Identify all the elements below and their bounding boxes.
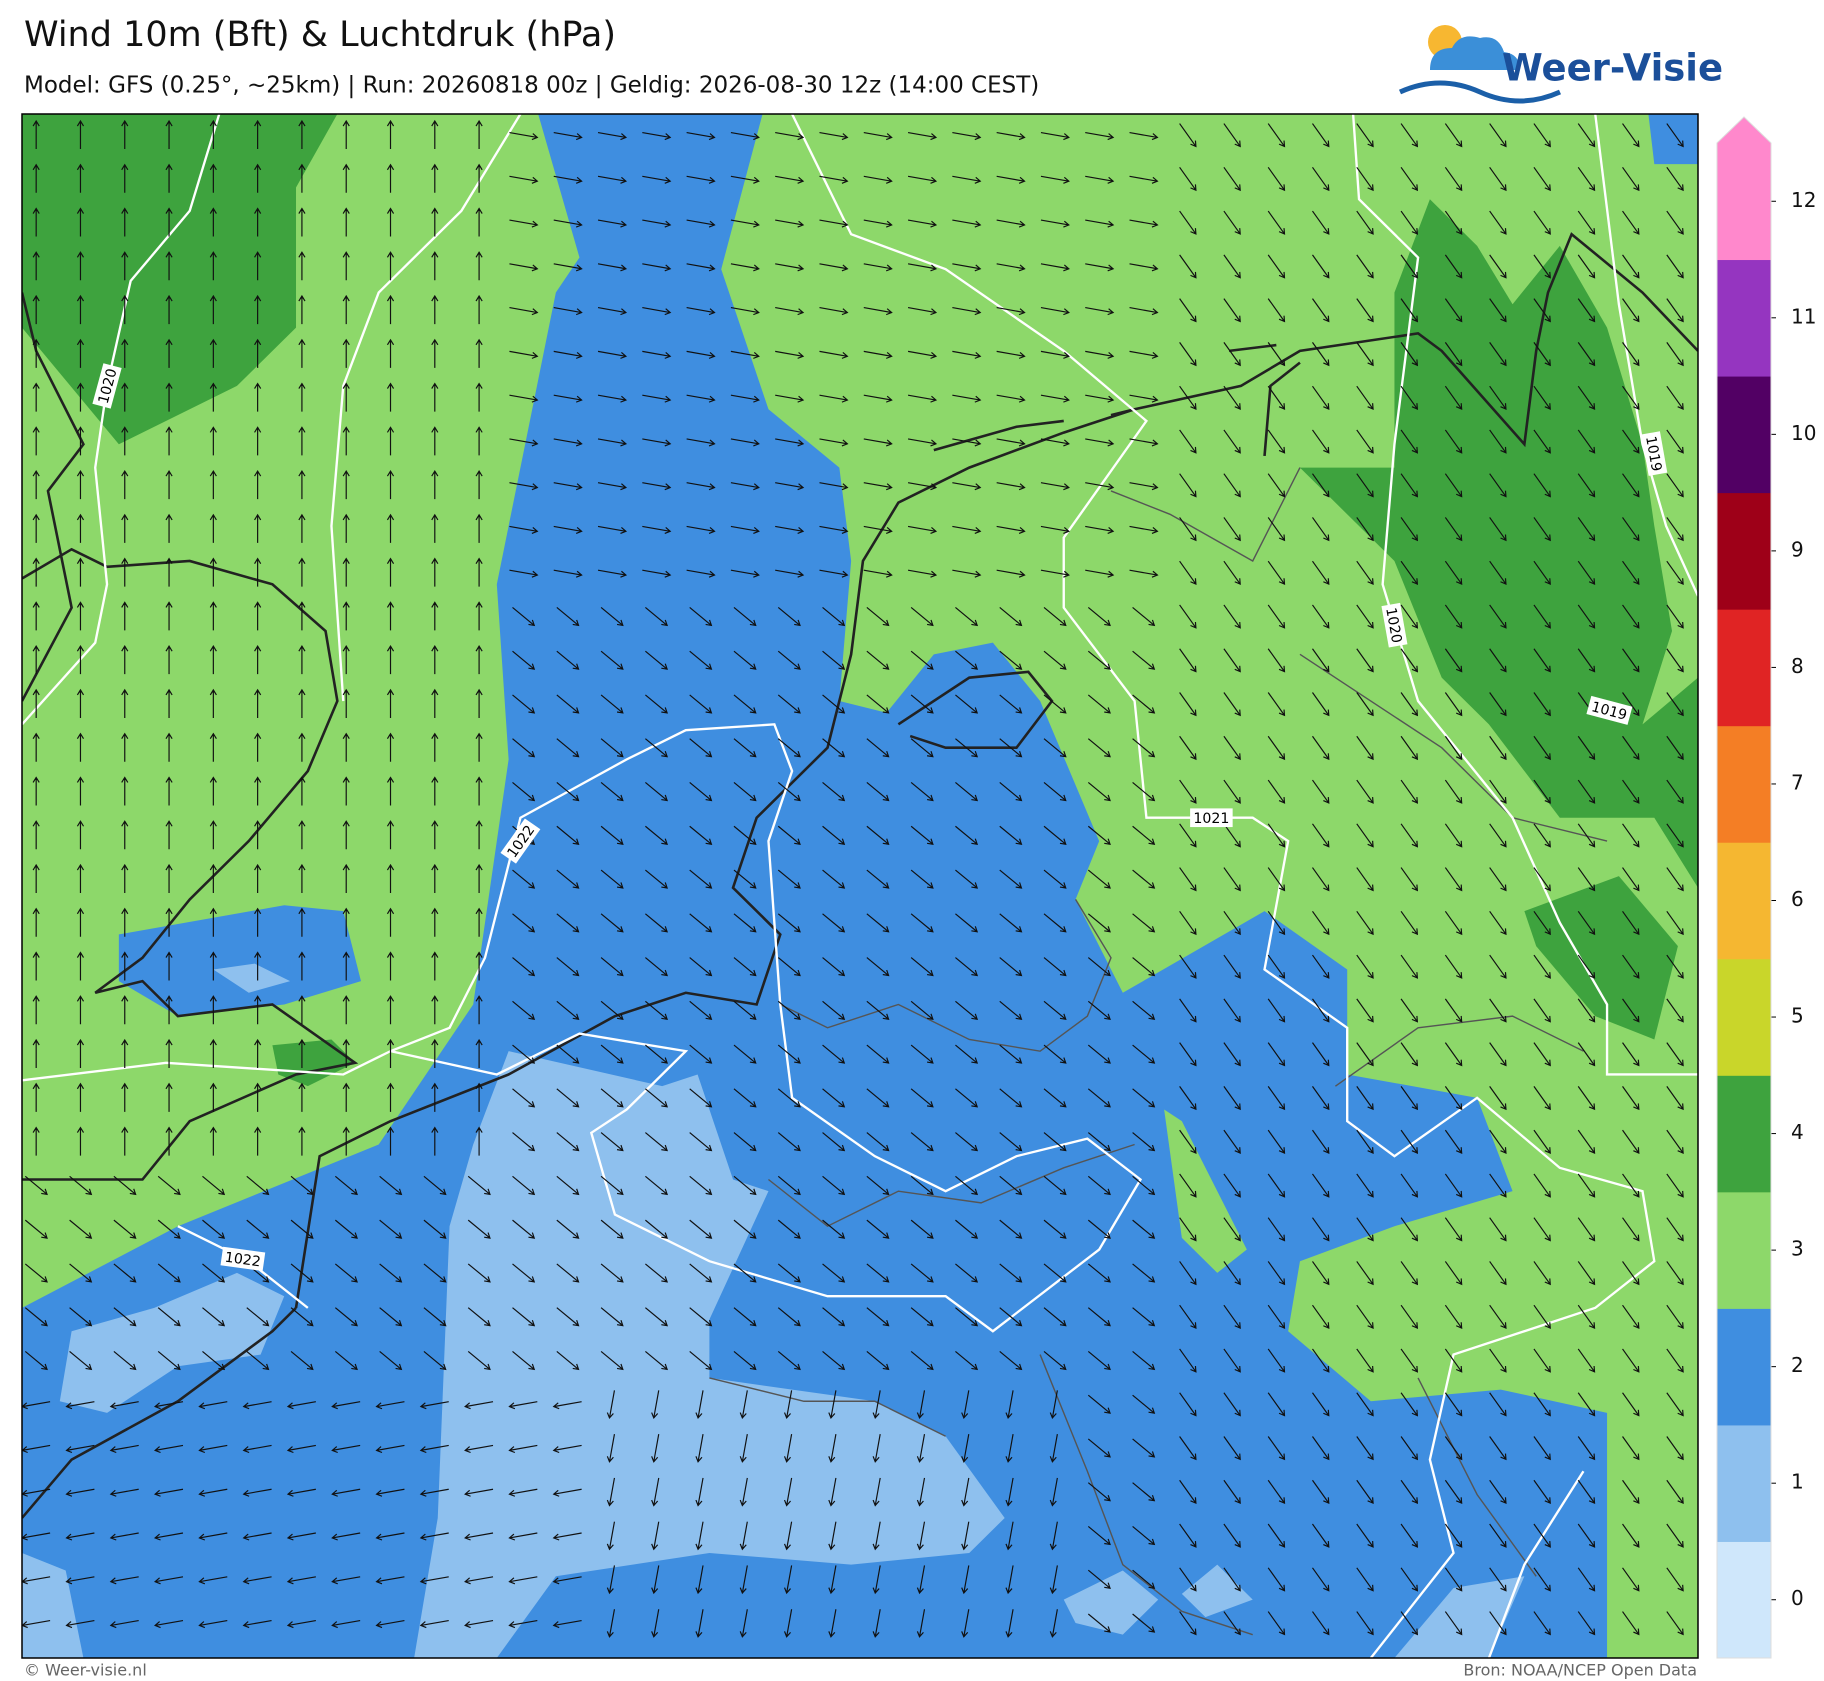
isobar	[1351, 114, 1698, 1076]
contour-label-box	[1641, 431, 1668, 476]
coastline	[294, 232, 1698, 1309]
region-bft1	[59, 1272, 285, 1413]
colorbar-label: 3	[1791, 1237, 1804, 1261]
contour-label: 1020	[1381, 602, 1408, 648]
contour-label: 1021	[1190, 808, 1233, 828]
coastline	[1110, 343, 1301, 457]
colorbar-label: 9	[1791, 537, 1804, 561]
contour-label-box	[1190, 808, 1233, 828]
map-frame	[21, 113, 1699, 1659]
isobar	[330, 114, 522, 702]
region-bft4	[22, 114, 338, 445]
wind-arrow	[22, 119, 1684, 1638]
borders	[709, 467, 1608, 1636]
colorbar-swatch	[1717, 1191, 1771, 1309]
logo-cloud	[1430, 36, 1520, 70]
logo: Weer-Visie	[1398, 25, 1723, 104]
contour-label-box	[500, 818, 541, 864]
colorbar-frame	[1716, 116, 1772, 1659]
border	[709, 467, 1608, 1636]
contour-label-box	[220, 1246, 266, 1272]
colorbar-label: 12	[1791, 188, 1816, 212]
colorbar-swatch	[1717, 1424, 1771, 1542]
colorbar-label: 7	[1791, 770, 1804, 794]
contour-label-text: 1021	[1193, 811, 1229, 827]
isobar	[1594, 114, 1698, 597]
wind-arrows	[22, 119, 1684, 1638]
colorbar-swatch	[1717, 1075, 1771, 1193]
colorbar-label: 2	[1791, 1353, 1804, 1377]
region-bft2	[22, 114, 1608, 1658]
colorbar-label: 11	[1791, 304, 1816, 328]
colorbar-label: 4	[1791, 1120, 1804, 1144]
contour-label-box	[1586, 695, 1633, 725]
colorbar-swatch	[1717, 958, 1771, 1076]
colorbar-label: 1	[1791, 1470, 1804, 1494]
colorbar-swatch	[1717, 725, 1771, 843]
contour-label: 1022	[220, 1246, 266, 1272]
isobars	[22, 114, 1698, 1658]
contour-label-box	[92, 363, 122, 409]
contour-label-text: 1019	[1642, 435, 1664, 473]
isobar	[22, 723, 1143, 1333]
contour-label-box	[1381, 602, 1408, 648]
colorbar-swatch	[1717, 259, 1771, 377]
logo-text: Weer-Visie	[1502, 47, 1723, 90]
region-bft4	[1524, 876, 1678, 1040]
colorbar-swatch	[1717, 492, 1771, 610]
region-bft3	[1164, 1109, 1247, 1273]
footer-left: © Weer-visie.nl	[24, 1661, 147, 1680]
logo-wave	[1398, 80, 1562, 104]
isobar	[791, 114, 1656, 1658]
colorbar-label: 6	[1791, 887, 1804, 911]
title: Wind 10m (Bft) & Luchtdruk (hPa)	[24, 15, 616, 55]
subtitle: Model: GFS (0.25°, ~25km) | Run: 2026081…	[24, 73, 1039, 99]
region-bft2	[1648, 114, 1698, 165]
colorbar-swatch	[1717, 376, 1771, 494]
contour-label: 1019	[1641, 431, 1668, 476]
colorbar-label: 10	[1791, 421, 1816, 445]
contour-label-text: 1020	[1382, 606, 1404, 644]
coastline	[22, 292, 85, 702]
colorbar-label: 5	[1791, 1004, 1804, 1028]
colorbar-swatch	[1717, 143, 1771, 261]
footer-right: Bron: NOAA/NCEP Open Data	[1463, 1661, 1697, 1680]
contour-label-text: 1022	[224, 1250, 262, 1271]
colorbar-label: 8	[1791, 654, 1804, 678]
colorbar-swatch	[1717, 842, 1771, 960]
region-bft2	[118, 905, 361, 1017]
colorbar-swatch	[1717, 1308, 1771, 1426]
colorbar-label: 0	[1791, 1586, 1804, 1610]
colorbar-swatch	[1717, 609, 1771, 727]
colorbar-swatch	[1717, 1541, 1771, 1659]
colorbar-extend	[1717, 117, 1771, 143]
isobar	[22, 114, 221, 726]
coastline	[22, 1306, 297, 1519]
